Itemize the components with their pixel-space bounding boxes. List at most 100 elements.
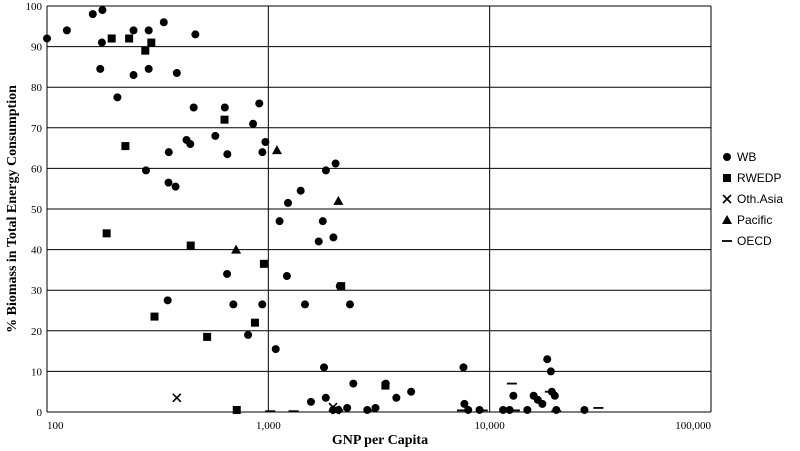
legend-label: Oth.Asia	[737, 192, 783, 206]
data-point-circle	[223, 150, 232, 159]
data-point-circle	[129, 26, 138, 35]
data-point-circle	[261, 138, 270, 147]
x-tick-label: 100	[47, 420, 64, 432]
data-point-circle	[460, 399, 469, 408]
data-point-circle	[392, 393, 401, 402]
data-point-circle	[296, 186, 305, 195]
data-point-x	[172, 393, 182, 403]
data-point-circle	[509, 391, 518, 400]
data-point-circle	[129, 71, 138, 80]
data-point-square	[141, 46, 150, 55]
x-tick-labels: 100 1,000 10,000 100,000	[47, 420, 712, 432]
legend-marker-x	[722, 194, 732, 204]
series-oth-asia	[172, 393, 341, 415]
data-point-square	[232, 405, 241, 414]
data-point-circle	[255, 99, 264, 108]
y-tick-label: 0	[37, 407, 43, 419]
data-point-circle	[538, 399, 547, 408]
legend-marker-square	[723, 174, 731, 182]
data-point-square	[186, 241, 195, 250]
legend-item: WB	[723, 150, 756, 164]
legend-marker-triangle	[722, 215, 732, 224]
data-point-circle	[98, 6, 107, 15]
y-tick-label: 10	[31, 366, 43, 378]
data-point-circle	[283, 198, 292, 207]
data-points	[43, 6, 604, 415]
data-point-circle	[244, 330, 253, 339]
data-point-circle	[186, 140, 195, 149]
data-point-circle	[258, 148, 267, 157]
data-point-square	[337, 282, 346, 291]
data-point-circle	[321, 166, 330, 175]
y-tick-label: 30	[31, 285, 43, 297]
data-point-circle	[163, 296, 172, 305]
data-point-circle	[306, 397, 315, 406]
y-axis-title: % Biomass in Total Energy Consumption	[5, 85, 20, 333]
data-point-circle	[345, 300, 354, 309]
y-tick-label: 50	[31, 204, 43, 216]
data-point-circle	[318, 217, 327, 226]
data-point-circle	[220, 103, 229, 112]
y-tick-label: 40	[31, 245, 43, 257]
data-point-square	[250, 318, 259, 327]
data-point-square	[121, 142, 130, 151]
data-point-circle	[282, 271, 291, 280]
x-tick-label: 100,000	[675, 420, 711, 432]
data-point-square	[220, 115, 229, 124]
data-point-circle	[223, 269, 232, 278]
data-point-circle	[113, 93, 122, 102]
x-tick-label: 1,000	[256, 420, 281, 432]
y-tick-label: 70	[31, 123, 43, 135]
data-point-circle	[172, 68, 181, 77]
data-point-circle	[523, 405, 532, 414]
data-point-circle	[320, 363, 329, 372]
data-point-circle	[229, 300, 238, 309]
data-point-circle	[62, 26, 71, 35]
series-pacific	[231, 145, 344, 254]
series-wb	[43, 6, 589, 414]
data-point-circle	[275, 217, 284, 226]
y-tick-labels: 0 10 20 30 40 50 60 70 80 90 100	[26, 1, 43, 419]
legend-marker-circle	[723, 153, 731, 161]
data-point-circle	[144, 64, 153, 73]
data-point-square	[107, 34, 116, 43]
data-point-circle	[329, 233, 338, 242]
data-point-circle	[189, 103, 198, 112]
data-point-circle	[96, 64, 105, 73]
series-rwedp	[102, 34, 390, 414]
series-oecd	[265, 382, 604, 413]
data-point-circle	[407, 387, 416, 396]
data-point-circle	[546, 367, 555, 376]
data-point-circle	[499, 405, 508, 414]
data-point-circle	[343, 403, 352, 412]
x-tick-label: 10,000	[475, 420, 506, 432]
data-point-triangle	[271, 145, 282, 155]
y-tick-label: 20	[31, 326, 43, 338]
data-point-square	[147, 38, 156, 47]
data-point-square	[259, 259, 268, 268]
legend-item: RWEDP	[723, 171, 781, 185]
data-point-circle	[543, 355, 552, 364]
y-tick-label: 90	[31, 42, 43, 54]
data-point-circle	[43, 34, 51, 43]
y-tick-label: 80	[31, 82, 43, 94]
grid	[46, 5, 712, 413]
data-point-circle	[459, 363, 468, 372]
legend-item: Oth.Asia	[722, 192, 783, 206]
data-point-circle	[249, 119, 258, 128]
data-point-circle	[331, 159, 340, 168]
data-point-square	[150, 312, 159, 321]
legend-label: Pacific	[737, 213, 772, 227]
legend-label: RWEDP	[737, 171, 781, 185]
data-point-square	[102, 229, 111, 238]
data-point-circle	[164, 178, 173, 187]
data-point-circle	[271, 345, 280, 354]
data-point-circle	[349, 379, 358, 388]
legend-label: OECD	[737, 234, 772, 248]
data-point-circle	[141, 166, 150, 175]
y-tick-label: 60	[31, 163, 43, 175]
data-point-square	[381, 381, 390, 390]
data-point-triangle	[231, 244, 242, 254]
data-point-square	[125, 34, 134, 43]
